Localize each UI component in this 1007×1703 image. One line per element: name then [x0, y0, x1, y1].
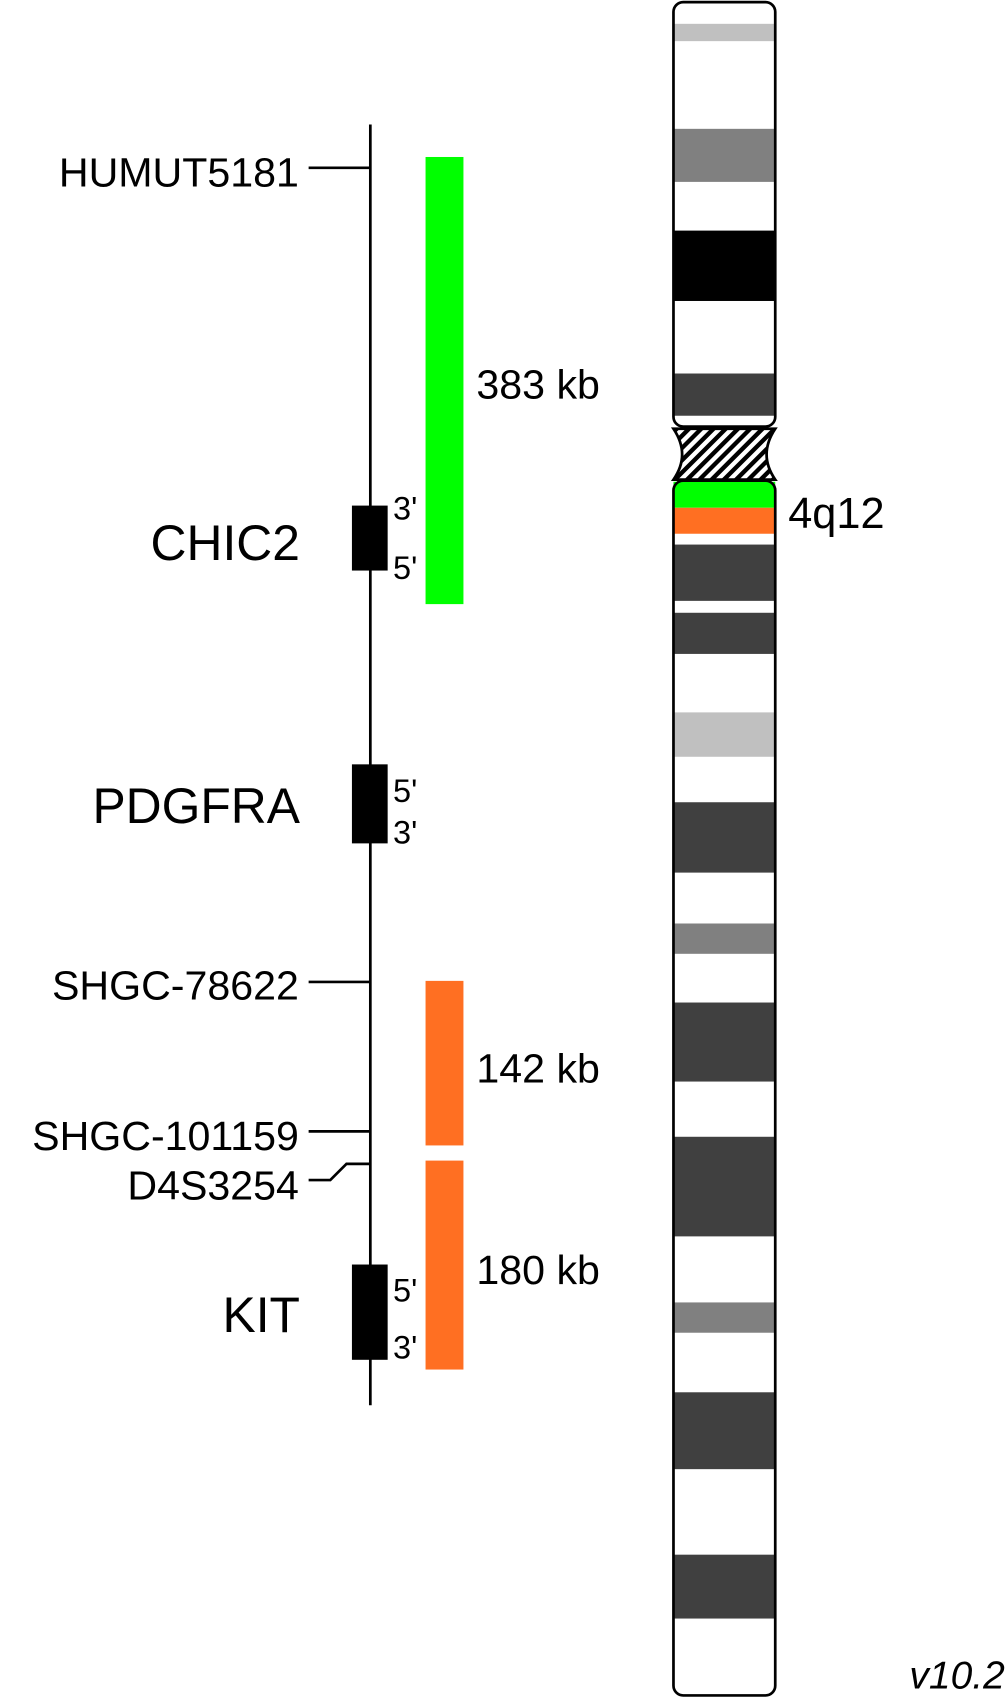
marker-label: D4S3254: [127, 1163, 299, 1209]
probe-bar: [425, 980, 464, 1146]
gene-end: 3': [393, 491, 417, 527]
probe-size: 383 kb: [476, 361, 599, 407]
marker-label: SHGC-78622: [52, 962, 299, 1008]
gene-box: [351, 505, 388, 571]
q-arm: [672, 479, 777, 1697]
version-label: v10.2: [909, 1654, 1005, 1697]
gene-end: 5': [393, 1272, 417, 1308]
probe-size: 180 kb: [476, 1247, 599, 1293]
probe-bar: [425, 156, 464, 605]
p-arm: [672, 0, 777, 428]
gene-box: [351, 1264, 388, 1360]
gene-label: KIT: [222, 1287, 299, 1343]
probe-bar: [425, 1160, 464, 1370]
gene-label: CHIC2: [151, 515, 300, 571]
gene-end: 3': [393, 814, 417, 850]
gene-end: 3': [393, 1330, 417, 1366]
probe-size: 142 kb: [476, 1046, 599, 1092]
marker-label: SHGC-101159: [32, 1113, 299, 1159]
gene-label: PDGFRA: [92, 778, 300, 834]
marker-ticks: [308, 166, 371, 1182]
centromere: [670, 427, 778, 481]
gene-end: 5': [393, 773, 417, 809]
gene-box: [351, 764, 388, 844]
chromosome-bands: [673, 23, 776, 1619]
band-label: 4q12: [788, 490, 884, 538]
gene-end: 5': [393, 550, 417, 586]
marker-label: HUMUT5181: [59, 149, 299, 195]
